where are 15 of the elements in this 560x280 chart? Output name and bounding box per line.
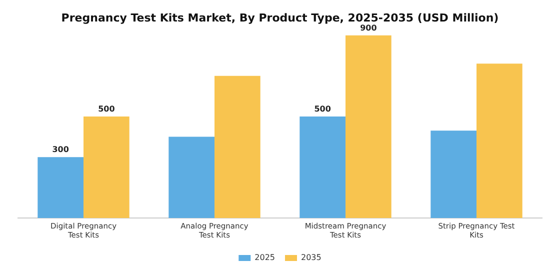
- bar: [84, 116, 130, 218]
- bar: [214, 76, 260, 218]
- bar: [168, 136, 214, 218]
- chart-title: Pregnancy Test Kits Market, By Product Type, 2025-2035 (USD Million): [61, 11, 499, 24]
- data-label: 500: [314, 104, 332, 114]
- data-label: 500: [98, 104, 116, 114]
- bar: [476, 64, 522, 218]
- data-label: 900: [360, 23, 378, 32]
- bar: [38, 157, 84, 218]
- legend-label: 2025: [254, 253, 275, 262]
- bar: [300, 116, 346, 218]
- bar: [346, 35, 392, 218]
- data-label: 300: [52, 145, 70, 154]
- bar: [430, 130, 476, 218]
- legend-label: 2035: [301, 253, 322, 262]
